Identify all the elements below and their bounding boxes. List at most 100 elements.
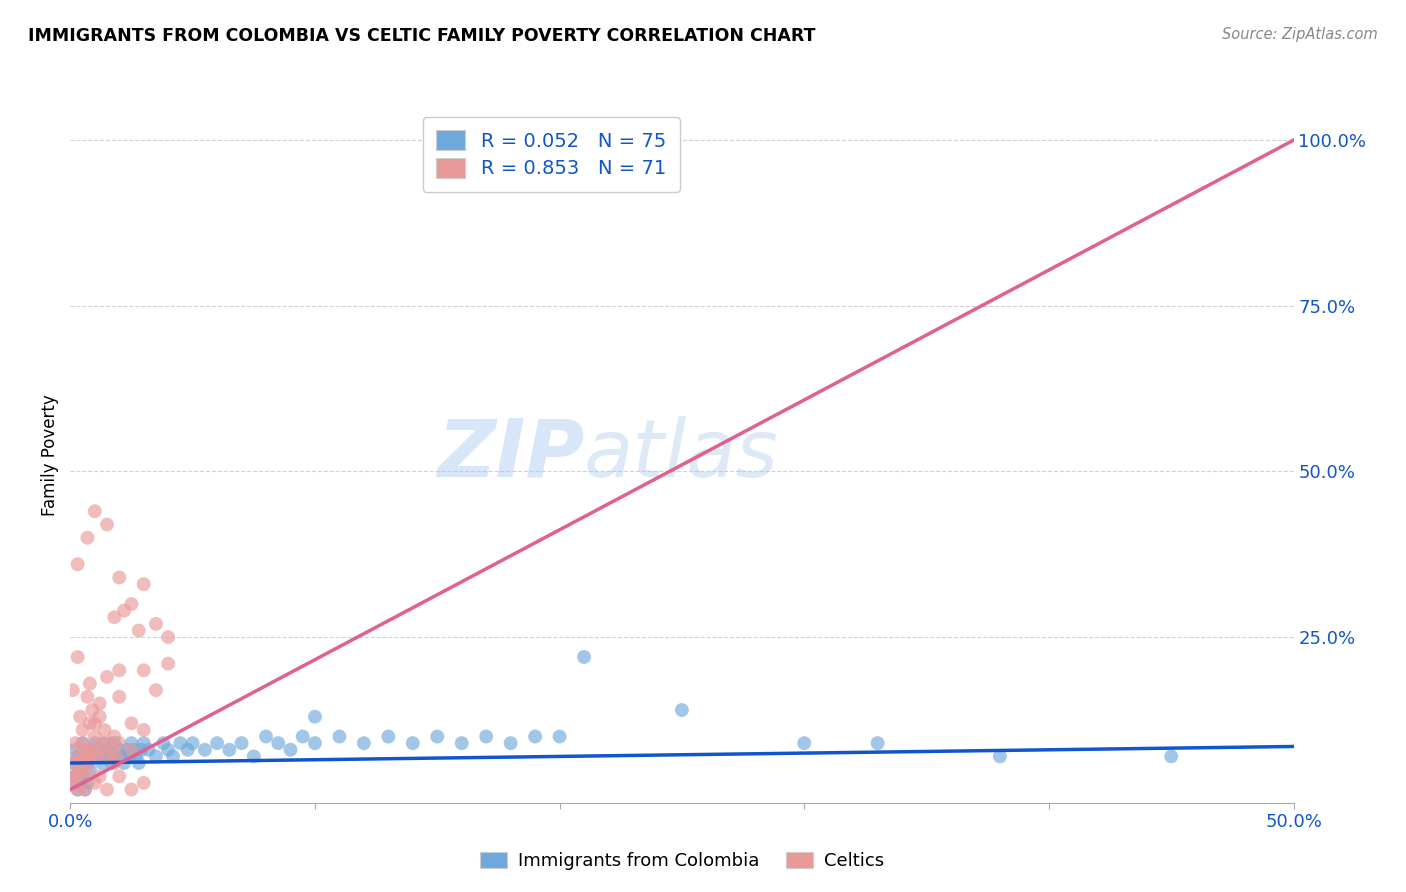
Point [72,756,94,770]
Point [73,749,96,764]
Point [69,763,91,777]
Point [132,776,155,790]
Point [96,743,118,757]
Point [671,703,693,717]
Point [89,697,111,711]
Point [353,736,375,750]
Point [108,570,131,584]
Point [108,736,131,750]
Text: atlas: atlas [583,416,779,494]
Point [98,736,121,750]
Point [63,743,86,757]
Point [98,749,121,764]
Point [86,743,108,757]
Point [103,610,125,624]
Point [91,736,114,750]
Point [89,743,111,757]
Point [91,756,114,770]
Point [988,749,1011,764]
Point [79,743,101,757]
Point [572,650,595,665]
Point [66,749,89,764]
Point [121,597,143,611]
Point [62,776,84,790]
Point [72,723,94,737]
Point [426,730,449,744]
Legend: Immigrants from Colombia, Celtics: Immigrants from Colombia, Celtics [472,845,891,877]
Point [72,769,94,783]
Point [62,756,84,770]
Point [62,683,84,698]
Point [76,756,98,770]
Point [83,730,105,744]
Point [132,577,155,591]
Point [118,749,141,764]
Point [108,663,131,677]
Point [475,730,498,744]
Point [205,736,228,750]
Point [82,749,104,764]
Point [73,743,96,757]
Point [231,736,253,750]
Point [83,716,105,731]
Point [63,769,86,783]
Text: ZIP: ZIP [437,416,583,494]
Point [402,736,425,750]
Point [66,558,89,572]
Point [121,716,143,731]
Text: Source: ZipAtlas.com: Source: ZipAtlas.com [1222,27,1378,42]
Point [83,736,105,750]
Point [62,776,84,790]
Point [66,782,89,797]
Point [89,749,111,764]
Point [177,743,200,757]
Point [169,736,191,750]
Point [63,736,86,750]
Point [82,743,104,757]
Point [82,703,104,717]
Point [66,650,89,665]
Point [108,743,131,757]
Point [66,749,89,764]
Point [1160,749,1182,764]
Point [79,749,101,764]
Point [291,730,314,744]
Point [69,756,91,770]
Point [63,769,86,783]
Point [79,743,101,757]
Point [112,756,135,770]
Point [101,743,124,757]
Y-axis label: Family Poverty: Family Poverty [41,394,59,516]
Point [73,782,96,797]
Point [103,756,125,770]
Text: IMMIGRANTS FROM COLOMBIA VS CELTIC FAMILY POVERTY CORRELATION CHART: IMMIGRANTS FROM COLOMBIA VS CELTIC FAMIL… [28,27,815,45]
Point [377,730,399,744]
Point [243,749,266,764]
Point [145,616,167,631]
Point [96,670,118,684]
Point [132,663,155,677]
Point [128,624,150,638]
Point [101,756,124,770]
Point [89,769,111,783]
Point [76,776,98,790]
Point [105,749,128,764]
Point [96,782,118,797]
Point [125,749,148,764]
Point [145,749,167,764]
Point [129,743,152,757]
Point [72,736,94,750]
Point [121,743,143,757]
Point [218,743,240,757]
Point [138,743,160,757]
Point [157,743,180,757]
Point [128,756,150,770]
Point [69,709,91,723]
Point [76,531,98,545]
Point [121,782,143,797]
Point [66,782,89,797]
Point [63,769,86,783]
Point [524,730,547,744]
Point [108,769,131,783]
Point [157,657,180,671]
